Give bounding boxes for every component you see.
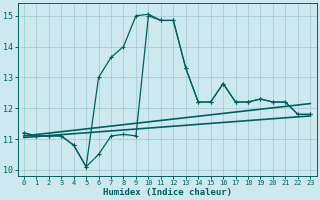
X-axis label: Humidex (Indice chaleur): Humidex (Indice chaleur) bbox=[103, 188, 232, 197]
